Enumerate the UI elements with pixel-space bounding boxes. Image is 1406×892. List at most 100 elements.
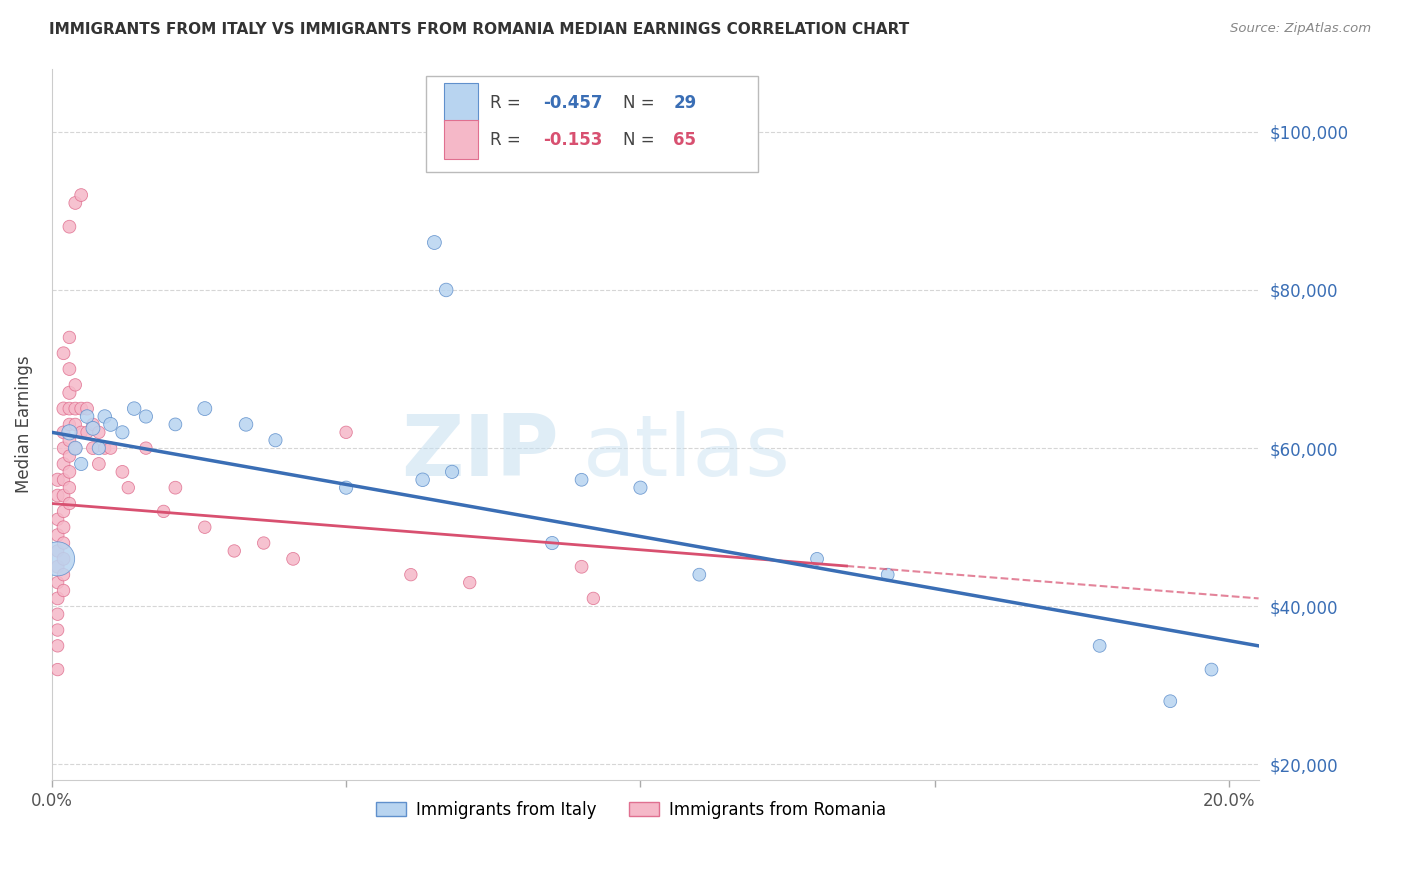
Point <box>253 536 276 550</box>
Point <box>100 417 122 432</box>
Point <box>46 473 69 487</box>
Point <box>46 623 69 637</box>
Point <box>458 575 481 590</box>
Point <box>82 417 104 432</box>
Point <box>82 441 104 455</box>
Point <box>806 552 828 566</box>
Point <box>1201 663 1223 677</box>
Text: 29: 29 <box>673 94 696 112</box>
Point <box>65 441 87 455</box>
Point <box>46 591 69 606</box>
Point <box>52 401 75 416</box>
Point <box>76 425 98 440</box>
Point <box>58 496 80 510</box>
Text: -0.153: -0.153 <box>543 131 602 149</box>
Point <box>93 441 115 455</box>
Point <box>152 504 174 518</box>
Point <box>46 512 69 526</box>
Text: R =: R = <box>489 131 520 149</box>
Point <box>52 552 75 566</box>
Point <box>52 583 75 598</box>
Point <box>65 401 87 416</box>
Point <box>52 441 75 455</box>
Point <box>441 465 464 479</box>
Point <box>46 489 69 503</box>
Point <box>52 504 75 518</box>
Point <box>65 196 87 211</box>
FancyBboxPatch shape <box>426 76 758 172</box>
Point <box>52 425 75 440</box>
Point <box>65 377 87 392</box>
Text: -0.457: -0.457 <box>543 94 602 112</box>
Point <box>335 481 357 495</box>
Point <box>335 425 357 440</box>
Point <box>58 425 80 440</box>
Y-axis label: Median Earnings: Median Earnings <box>15 356 32 493</box>
Point <box>688 567 710 582</box>
Point <box>52 473 75 487</box>
Point <box>58 385 80 400</box>
Text: ZIP: ZIP <box>401 411 558 494</box>
Point <box>46 639 69 653</box>
Point <box>135 409 157 424</box>
Point <box>65 441 87 455</box>
Point <box>70 425 93 440</box>
Point <box>87 441 110 455</box>
Point <box>58 434 80 448</box>
Point <box>1159 694 1181 708</box>
Point <box>46 607 69 622</box>
Text: Source: ZipAtlas.com: Source: ZipAtlas.com <box>1230 22 1371 36</box>
Point <box>46 663 69 677</box>
Text: N =: N = <box>623 131 654 149</box>
Point <box>194 520 217 534</box>
Text: atlas: atlas <box>582 411 790 494</box>
Point <box>46 544 69 558</box>
Point <box>399 567 422 582</box>
Point <box>46 552 69 566</box>
Point <box>582 591 605 606</box>
Point <box>100 441 122 455</box>
Point <box>117 481 139 495</box>
Point <box>70 188 93 202</box>
Text: R =: R = <box>489 94 520 112</box>
Point <box>58 465 80 479</box>
Point <box>541 536 564 550</box>
Text: IMMIGRANTS FROM ITALY VS IMMIGRANTS FROM ROMANIA MEDIAN EARNINGS CORRELATION CHA: IMMIGRANTS FROM ITALY VS IMMIGRANTS FROM… <box>49 22 910 37</box>
Point <box>58 449 80 463</box>
Point <box>281 552 304 566</box>
Point <box>423 235 446 250</box>
Legend: Immigrants from Italy, Immigrants from Romania: Immigrants from Italy, Immigrants from R… <box>368 794 893 825</box>
Point <box>235 417 257 432</box>
Point <box>135 441 157 455</box>
Point <box>111 425 134 440</box>
Point <box>165 481 187 495</box>
Point <box>76 401 98 416</box>
Point <box>434 283 457 297</box>
Point <box>52 520 75 534</box>
Point <box>58 401 80 416</box>
Point <box>264 434 287 448</box>
Point <box>876 567 898 582</box>
Point <box>58 330 80 344</box>
Point <box>52 536 75 550</box>
FancyBboxPatch shape <box>444 120 478 160</box>
Point <box>70 457 93 471</box>
Point <box>52 567 75 582</box>
Point <box>412 473 434 487</box>
Point <box>65 417 87 432</box>
Text: N =: N = <box>623 94 654 112</box>
Point <box>52 457 75 471</box>
Point <box>46 559 69 574</box>
Point <box>194 401 217 416</box>
Point <box>93 409 115 424</box>
Point <box>571 473 593 487</box>
Point <box>571 559 593 574</box>
Point <box>224 544 246 558</box>
Text: 65: 65 <box>673 131 696 149</box>
Point <box>82 421 104 435</box>
Point <box>111 465 134 479</box>
Point <box>58 219 80 234</box>
Point <box>87 457 110 471</box>
Point <box>165 417 187 432</box>
Point <box>1088 639 1111 653</box>
